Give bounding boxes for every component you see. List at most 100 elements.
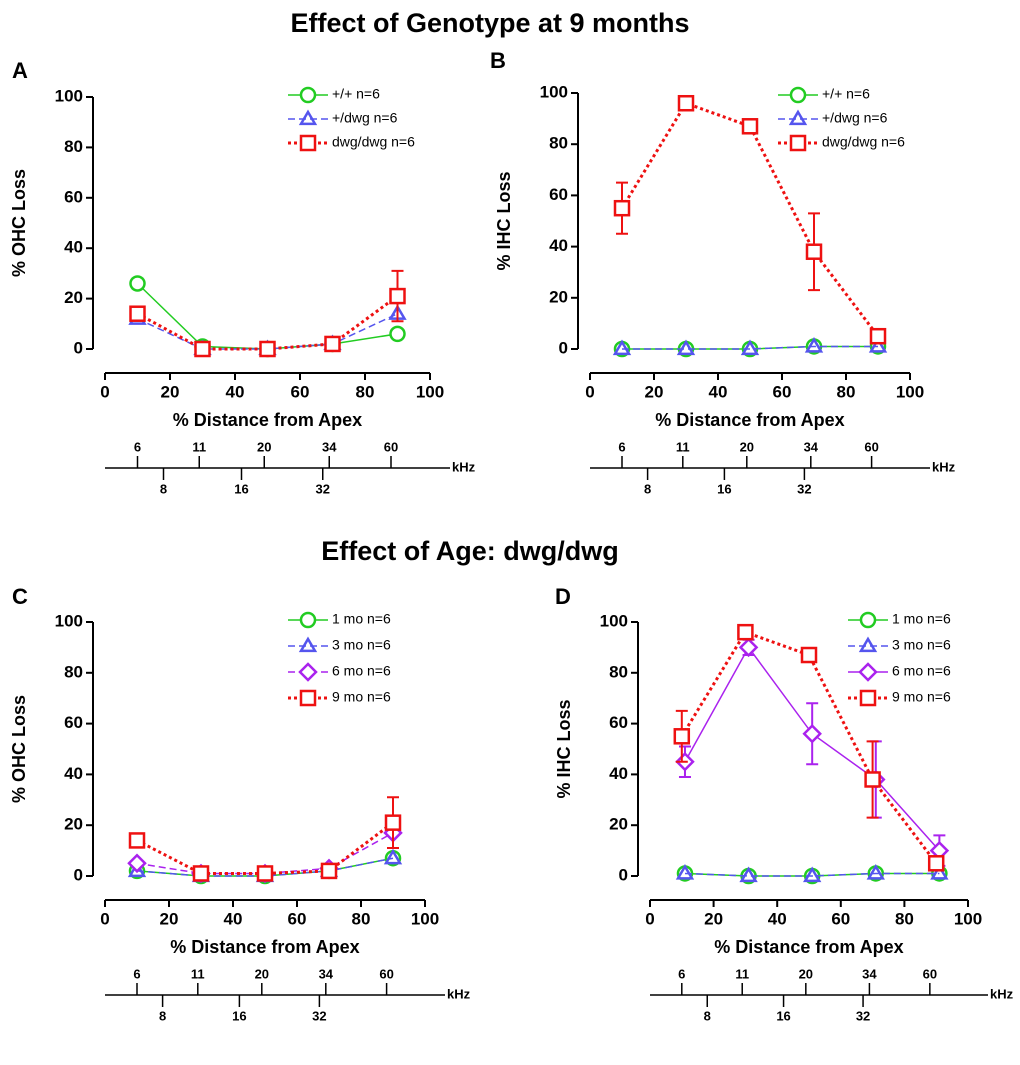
legend-marker <box>298 662 318 682</box>
y-tick-label: 20 <box>64 288 83 307</box>
legend-label: 3 mo n=6 <box>892 637 951 653</box>
legend-label: 6 mo n=6 <box>332 663 391 679</box>
khz-tick-label: 8 <box>644 481 651 496</box>
x-tick-label: 0 <box>100 382 109 401</box>
khz-tick-label: 8 <box>159 1008 166 1023</box>
data-point <box>194 340 211 358</box>
khz-tick-label: 16 <box>234 481 248 496</box>
y-tick-label: 80 <box>64 662 83 681</box>
legend-marker <box>858 662 878 682</box>
panel-letter: A <box>12 58 28 83</box>
x-tick-label: 60 <box>288 909 307 928</box>
khz-tick-label: 11 <box>192 439 206 454</box>
data-point <box>613 199 631 217</box>
panel-letter: C <box>12 584 28 609</box>
legend-marker <box>789 134 807 152</box>
khz-label: kHz <box>447 986 471 1001</box>
y-tick-label: 60 <box>609 713 628 732</box>
section-title: Effect of Age: dwg/dwg <box>321 536 618 566</box>
x-tick-label: 60 <box>291 382 310 401</box>
data-point <box>389 287 406 305</box>
khz-tick-label: 11 <box>676 439 690 454</box>
data-point <box>802 723 822 744</box>
khz-tick-label: 11 <box>191 966 205 981</box>
x-tick-label: 20 <box>704 909 723 928</box>
x-tick-label: 80 <box>352 909 371 928</box>
x-tick-label: 20 <box>161 382 180 401</box>
y-tick-label: 100 <box>55 86 83 105</box>
data-point <box>866 863 885 880</box>
data-point <box>927 855 945 872</box>
data-point <box>673 728 691 745</box>
data-point <box>675 863 695 880</box>
data-point <box>192 865 210 882</box>
y-tick-label: 40 <box>64 764 83 783</box>
khz-tick-label: 6 <box>133 966 140 981</box>
legend-label: dwg/dwg n=6 <box>822 134 905 150</box>
khz-tick-label: 16 <box>717 481 731 496</box>
data-point <box>127 861 147 878</box>
x-tick-label: 100 <box>954 909 982 928</box>
data-point <box>383 848 403 865</box>
data-point <box>389 325 406 343</box>
data-point <box>676 339 696 356</box>
series-line <box>620 101 880 338</box>
legend-marker <box>299 134 317 152</box>
khz-tick-label: 32 <box>797 481 811 496</box>
data-point <box>129 275 146 292</box>
x-tick-label: 100 <box>411 909 439 928</box>
series-line <box>136 282 398 350</box>
legend-label: +/+ n=6 <box>822 86 870 102</box>
x-axis-label: % Distance from Apex <box>655 410 844 430</box>
legend-label: +/dwg n=6 <box>822 110 888 126</box>
legend-label: 1 mo n=6 <box>892 611 951 627</box>
khz-tick-label: 32 <box>856 1008 870 1023</box>
series-line <box>622 345 878 350</box>
legend-label: 3 mo n=6 <box>332 637 391 653</box>
khz-tick-label: 34 <box>804 439 819 454</box>
panel-letter: B <box>490 48 506 73</box>
data-point <box>737 623 754 641</box>
khz-label: kHz <box>932 459 956 474</box>
y-tick-label: 40 <box>609 764 628 783</box>
y-axis-label: % IHC Loss <box>494 171 514 270</box>
khz-tick-label: 34 <box>319 966 334 981</box>
data-point <box>805 243 823 260</box>
y-tick-label: 60 <box>549 185 568 204</box>
series-line <box>136 821 394 875</box>
x-axis-label: % Distance from Apex <box>714 937 903 957</box>
legend-marker <box>788 109 808 126</box>
data-point <box>804 336 824 353</box>
khz-tick-label: 34 <box>862 966 877 981</box>
x-tick-label: 60 <box>831 909 850 928</box>
data-point <box>741 118 759 135</box>
legend-marker <box>299 689 317 707</box>
khz-tick-label: 6 <box>134 439 141 454</box>
legend-marker <box>299 611 317 629</box>
y-tick-label: 0 <box>74 338 83 357</box>
khz-tick-label: 16 <box>776 1008 790 1023</box>
x-tick-label: 40 <box>768 909 787 928</box>
legend-label: +/+ n=6 <box>332 86 380 102</box>
y-tick-label: 40 <box>549 236 568 255</box>
y-tick-label: 0 <box>559 338 568 357</box>
khz-label: kHz <box>452 459 476 474</box>
khz-tick-label: 11 <box>735 966 749 981</box>
y-axis-label: % OHC Loss <box>9 695 29 803</box>
khz-label: kHz <box>990 986 1014 1001</box>
khz-tick-label: 60 <box>384 439 398 454</box>
khz-tick-label: 8 <box>704 1008 711 1023</box>
legend-marker <box>298 109 318 126</box>
data-point <box>324 335 341 353</box>
x-tick-label: 80 <box>356 382 375 401</box>
y-axis-label: % OHC Loss <box>9 169 29 277</box>
x-axis-label: % Distance from Apex <box>173 410 362 430</box>
x-tick-label: 0 <box>585 382 594 401</box>
legend-marker <box>859 611 877 629</box>
khz-tick-label: 16 <box>232 1008 246 1023</box>
khz-tick-label: 34 <box>322 439 337 454</box>
y-axis-label: % IHC Loss <box>554 699 574 798</box>
x-tick-label: 80 <box>895 909 914 928</box>
khz-tick-label: 20 <box>257 439 271 454</box>
